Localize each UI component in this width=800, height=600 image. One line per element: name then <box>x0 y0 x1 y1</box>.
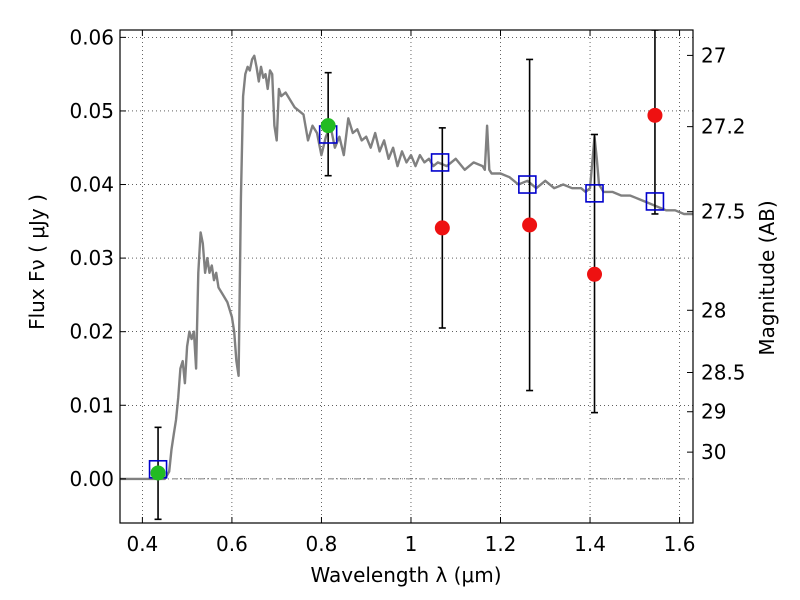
observed-point <box>522 217 538 233</box>
y-axis-label: Flux Fν ( μJy ) <box>25 194 49 330</box>
x-tick-label: 0.6 <box>216 532 248 556</box>
y-tick-label: 0.01 <box>69 393 114 417</box>
y2-tick-label: 29 <box>701 400 726 424</box>
x-tick-label: 1.6 <box>664 532 696 556</box>
plot-content <box>120 30 693 521</box>
model-flux-square <box>645 192 665 211</box>
y-tick-label: 0.03 <box>69 246 114 270</box>
x-axis-label: Wavelength λ (μm) <box>310 563 501 587</box>
y2-tick-label: 27 <box>701 43 726 67</box>
y-tick-label: 0.06 <box>69 25 114 49</box>
x-tick-label: 1.2 <box>485 532 517 556</box>
model-flux-square <box>585 184 604 203</box>
y-tick-label: 0.00 <box>69 467 114 491</box>
grid <box>120 30 693 523</box>
detection-point <box>150 465 166 481</box>
y-tick-label: 0.05 <box>69 99 114 123</box>
plot-area <box>120 30 693 523</box>
axis-ticks: 0.4 0.6 0.8 1 1.2 1.4 1.6 0.00 0.01 0.02 0.03 0.04 0… <box>69 25 745 556</box>
y2-tick-label: 30 <box>701 440 726 464</box>
x-tick-label: 1.4 <box>574 532 606 556</box>
y2-axis-label: Magnitude (AB) <box>755 200 779 355</box>
x-tick-label: 0.4 <box>126 532 158 556</box>
y2-tick-label: 28 <box>701 298 726 322</box>
plot-frame <box>119 29 694 524</box>
y2-tick-label: 27.5 <box>701 200 746 224</box>
observed-point <box>647 107 663 123</box>
y2-tick-label: 28.5 <box>701 360 746 384</box>
y2-tick-label: 27.2 <box>701 115 746 139</box>
model-flux-square <box>518 175 537 194</box>
y-tick-label: 0.02 <box>69 320 114 344</box>
observed-point <box>434 220 450 236</box>
y-tick-label: 0.04 <box>69 173 114 197</box>
x-tick-label: 0.8 <box>306 532 338 556</box>
detection-point <box>320 118 336 134</box>
observed-point <box>587 266 603 282</box>
x-tick-label: 1 <box>405 532 418 556</box>
model-flux-square <box>430 153 450 172</box>
